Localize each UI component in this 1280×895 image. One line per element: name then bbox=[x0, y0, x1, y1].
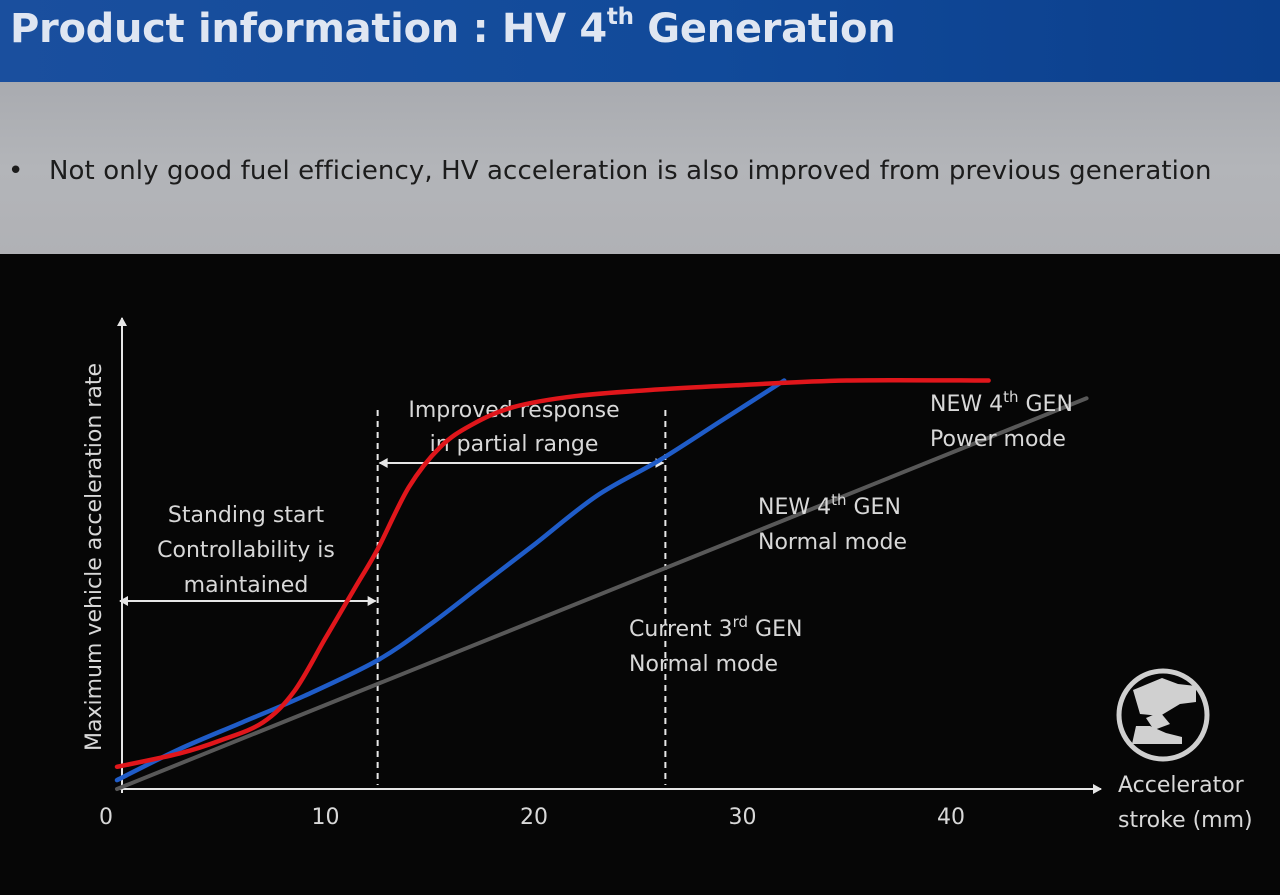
standing-start-text-3: maintained bbox=[184, 573, 309, 598]
standing-start-text-1: Standing start bbox=[168, 503, 325, 528]
improved-response-text-2: in partial range bbox=[430, 432, 599, 457]
y-axis-label: Maximum vehicle acceleration rate bbox=[82, 363, 107, 751]
series-label-gray-line-2: Normal mode bbox=[629, 652, 778, 677]
slide-title: Product information : HV 4th Generation bbox=[10, 3, 896, 52]
x-tick-label-40: 40 bbox=[937, 805, 965, 830]
x-tick-label-30: 30 bbox=[729, 805, 757, 830]
improved-response-text-1: Improved response bbox=[408, 398, 619, 423]
bullet-symbol: • bbox=[8, 156, 24, 186]
series-line-gray bbox=[115, 396, 1089, 791]
series-label-red-line-2: Power mode bbox=[930, 427, 1066, 452]
title-main: Product information : HV 4 bbox=[10, 6, 607, 52]
slide-header: Product information : HV 4th Generation bbox=[0, 0, 1280, 82]
x-axis-label-line-2: stroke (mm) bbox=[1118, 808, 1253, 833]
title-superscript: th bbox=[606, 3, 634, 30]
chart-annotations: Standing start Controllability is maintain… bbox=[119, 398, 667, 785]
chart-axes: 0 10 20 30 40 Accelerator stroke (mm) Maximum v… bbox=[82, 317, 1253, 833]
title-tail: Generation bbox=[633, 6, 896, 52]
series-line-red bbox=[114, 377, 991, 770]
x-axis-label-line-1: Accelerator bbox=[1118, 773, 1245, 798]
bullet-text: Not only good fuel efficiency, HV accele… bbox=[49, 156, 1212, 186]
series-label-blue-line-2: Normal mode bbox=[758, 530, 907, 555]
series-label-blue-line-1: NEW 4th GEN bbox=[758, 491, 901, 520]
bullet-band bbox=[0, 82, 1280, 254]
series-line-blue bbox=[114, 378, 787, 783]
chart-series bbox=[114, 377, 1089, 791]
chart-labels: NEW 4th GEN Power mode NEW 4th GEN Normal m… bbox=[629, 388, 1073, 677]
series-label-red-line-1: NEW 4th GEN bbox=[930, 388, 1073, 417]
accelerator-pedal-icon bbox=[1116, 668, 1210, 762]
x-tick-label-0: 0 bbox=[99, 805, 113, 830]
series-label-gray-line-1: Current 3rd GEN bbox=[629, 613, 802, 642]
standing-start-text-2: Controllability is bbox=[157, 538, 335, 563]
x-tick-label-10: 10 bbox=[312, 805, 340, 830]
x-tick-label-20: 20 bbox=[520, 805, 548, 830]
